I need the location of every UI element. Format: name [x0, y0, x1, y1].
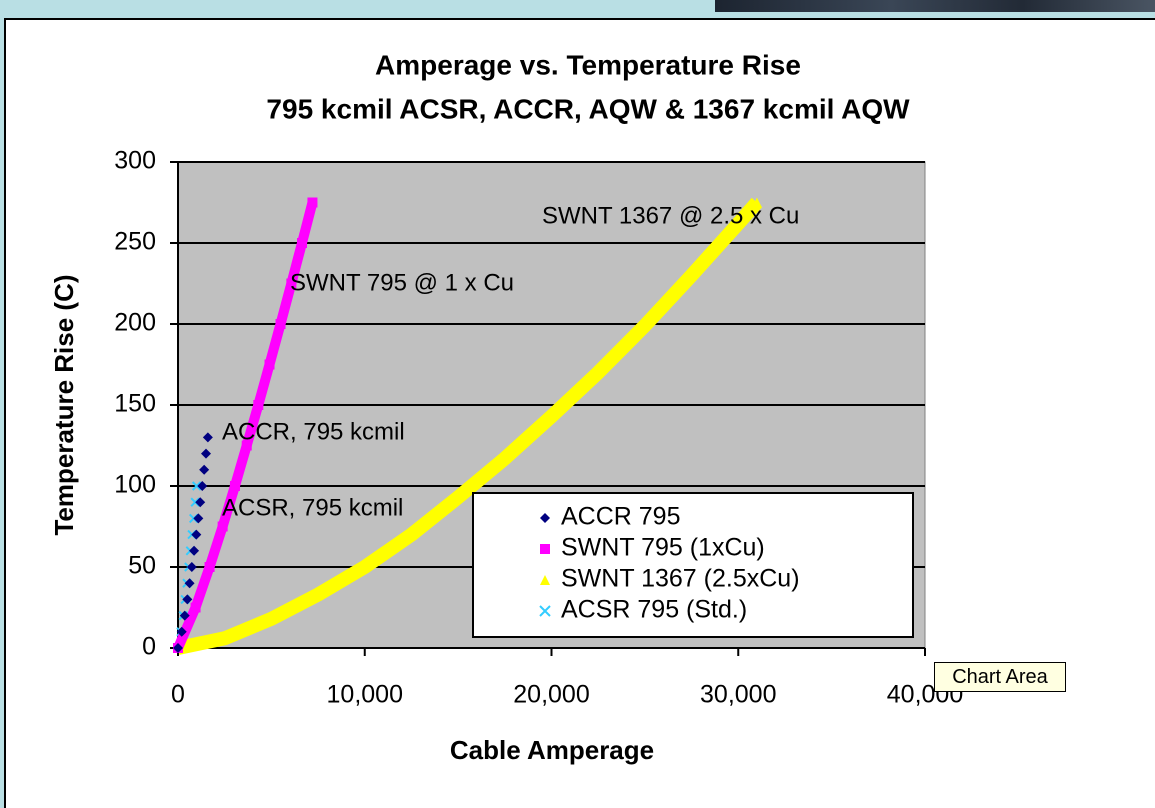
tooltip: Chart Area	[934, 662, 1066, 692]
data-point	[297, 238, 308, 248]
y-tick-label: 200	[114, 309, 156, 337]
data-point	[199, 464, 210, 475]
data-point	[179, 610, 190, 621]
data-point	[639, 320, 650, 331]
legend-marker	[540, 513, 550, 523]
annotation: ACCR, 795 kcmil	[222, 418, 405, 445]
y-tick-label: 250	[114, 228, 156, 256]
annotation: SWNT 1367 @ 2.5 x Cu	[542, 202, 799, 229]
legend-label: SWNT 795 (1xCu)	[561, 534, 765, 562]
annotation: SWNT 795 @ 1 x Cu	[290, 269, 514, 296]
data-point	[733, 218, 744, 229]
data-point	[190, 602, 201, 613]
x-tick-label: 10,000	[327, 681, 403, 709]
data-point	[546, 411, 557, 422]
data-point	[241, 440, 252, 451]
x-axis-label: Cable Amperage	[450, 735, 654, 765]
data-point	[313, 589, 324, 600]
data-point	[190, 497, 200, 507]
series-line	[173, 201, 318, 650]
x-tick-label: 20,000	[513, 681, 589, 709]
data-point	[593, 367, 604, 378]
y-tick-label: 0	[142, 633, 156, 661]
data-point	[453, 492, 464, 503]
legend-label: ACSR 795 (Std.)	[561, 596, 747, 624]
data-point	[499, 453, 510, 464]
y-tick-label: 300	[114, 147, 156, 175]
x-tick-label: 30,000	[700, 681, 776, 709]
data-point	[686, 270, 697, 281]
data-point	[229, 481, 240, 491]
data-point	[201, 448, 212, 459]
data-point	[266, 613, 277, 624]
data-point	[189, 545, 200, 556]
data-point	[191, 529, 202, 540]
data-point	[191, 481, 202, 491]
x-tick-label: 0	[171, 681, 185, 709]
annotation: ACSR, 795 kcmil	[222, 494, 403, 521]
data-point	[286, 278, 297, 289]
y-tick-label: 150	[114, 390, 156, 418]
y-axis-label: Temperature Rise (C)	[49, 274, 79, 535]
data-point	[195, 497, 206, 508]
data-point	[204, 562, 215, 572]
y-tick-label: 100	[114, 471, 156, 499]
data-point	[193, 513, 204, 524]
data-point	[173, 643, 183, 653]
legend-marker	[540, 575, 550, 585]
data-point	[406, 529, 417, 540]
y-tick-label: 50	[128, 552, 156, 580]
data-point	[253, 400, 264, 410]
data-point	[182, 594, 193, 605]
data-point	[202, 432, 213, 443]
data-point	[197, 481, 208, 491]
data-point	[219, 633, 230, 644]
series-line	[176, 197, 763, 655]
data-point	[264, 359, 275, 370]
data-point	[275, 319, 286, 329]
data-point	[359, 562, 370, 572]
chart-title: Amperage vs. Temperature Rise	[375, 49, 801, 80]
data-point	[186, 562, 197, 572]
data-point	[176, 626, 187, 637]
data-point	[184, 578, 195, 589]
header-image	[715, 0, 1155, 12]
data-point	[751, 197, 762, 208]
legend-marker	[539, 605, 551, 617]
legend-label: ACCR 795	[561, 503, 681, 531]
data-point	[217, 521, 228, 532]
chart-subtitle: 795 kcmil ACSR, ACCR, AQW & 1367 kcmil A…	[266, 93, 910, 124]
data-point	[307, 197, 318, 208]
legend-marker	[540, 544, 550, 554]
legend-label: SWNT 1367 (2.5xCu)	[561, 565, 800, 593]
